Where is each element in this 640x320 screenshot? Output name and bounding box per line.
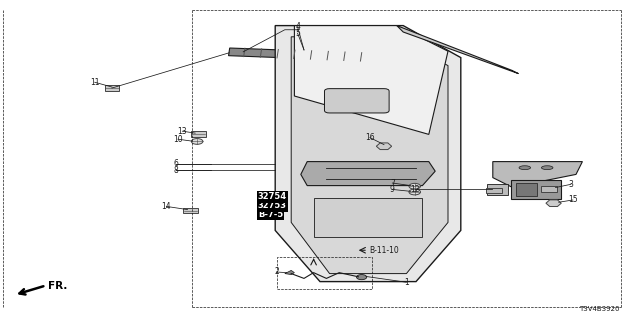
Polygon shape [291,37,448,274]
Text: B-7-5: B-7-5 [258,210,283,219]
Ellipse shape [541,166,553,170]
Text: 14: 14 [161,202,172,211]
Ellipse shape [519,166,531,170]
Text: 8: 8 [173,166,179,175]
FancyBboxPatch shape [541,186,557,192]
Circle shape [356,275,367,280]
Polygon shape [493,162,582,187]
Text: 4: 4 [295,22,300,31]
Text: 9: 9 [390,185,395,194]
Polygon shape [314,198,422,237]
Text: 1: 1 [404,278,409,287]
Text: B-11-10: B-11-10 [369,246,399,255]
Text: 32753: 32753 [258,201,287,210]
Polygon shape [275,26,461,282]
FancyBboxPatch shape [105,85,119,91]
Circle shape [409,189,420,195]
Text: 15: 15 [568,196,578,204]
Circle shape [191,139,203,144]
FancyBboxPatch shape [516,183,537,196]
Polygon shape [376,143,392,149]
FancyBboxPatch shape [511,180,561,199]
FancyBboxPatch shape [324,89,389,113]
FancyBboxPatch shape [487,184,508,195]
Polygon shape [285,270,294,275]
Text: 16: 16 [365,133,375,142]
Polygon shape [397,26,518,74]
Polygon shape [294,26,448,134]
Text: 12: 12 [410,185,419,194]
Polygon shape [301,162,435,186]
Text: 11: 11 [90,78,99,87]
Text: 10: 10 [173,135,183,144]
Text: FR.: FR. [48,281,67,291]
FancyBboxPatch shape [486,188,502,193]
Text: 13: 13 [177,127,188,136]
Polygon shape [228,48,381,61]
FancyBboxPatch shape [191,131,205,137]
Polygon shape [546,200,561,206]
Text: 5: 5 [295,29,300,38]
Text: 6: 6 [173,159,179,168]
Text: 3: 3 [568,180,573,189]
FancyBboxPatch shape [184,208,198,213]
Circle shape [409,183,420,189]
Text: 7: 7 [390,179,395,188]
Text: T3V4B3920: T3V4B3920 [579,306,620,312]
Text: 32754: 32754 [258,192,287,201]
Text: 2: 2 [274,268,279,276]
